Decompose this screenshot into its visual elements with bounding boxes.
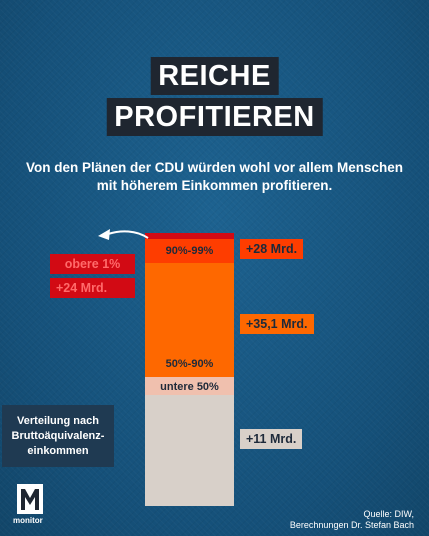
legend-box: Verteilung nach Bruttoäquivalenz- einkom…	[2, 405, 114, 467]
segment-label-untere-50: untere 50%	[160, 381, 219, 393]
value-label-top1: +24 Mrd.	[50, 278, 135, 298]
legend-line-1: Verteilung nach	[17, 414, 99, 427]
segment-label-90-99: 90%-99%	[165, 245, 214, 257]
value-label-untere-50: +11 Mrd.	[240, 429, 303, 449]
bar-segment-top1	[145, 233, 234, 239]
segment-label-50-90: 50%-90%	[165, 358, 214, 370]
bar-segment-untere-band	[145, 377, 234, 395]
source-line-1: Quelle: DIW,	[363, 509, 414, 519]
legend-line-3: einkommen	[27, 444, 89, 457]
legend-line-2: Bruttoäquivalenz-	[11, 429, 105, 442]
source-line-2: Berechnungen Dr. Stefan Bach	[289, 520, 414, 530]
monitor-m-logo-icon	[17, 484, 43, 514]
value-label-90-99: +28 Mrd.	[240, 239, 304, 259]
subtitle-line-2: mit höherem Einkommen profitieren.	[96, 178, 333, 193]
value-label-50-90: +35,1 Mrd.	[240, 314, 314, 334]
subtitle: Von den Plänen der CDU würden wohl vor a…	[0, 159, 429, 195]
title-line-1: REICHE	[150, 57, 279, 95]
source: Quelle: DIW, Berechnungen Dr. Stefan Bac…	[290, 509, 414, 531]
bar-segment-50-90	[145, 263, 234, 377]
bar-segment-90-99	[145, 239, 234, 263]
curved-arrow-icon	[98, 229, 149, 240]
subtitle-line-1: Von den Plänen der CDU würden wohl vor a…	[25, 160, 404, 175]
logo-text: monitor	[13, 516, 43, 525]
segment-label-top1: obere 1%	[50, 254, 135, 274]
title-line-2: PROFITIEREN	[106, 98, 323, 136]
bar-segment-untere-50	[145, 395, 234, 506]
